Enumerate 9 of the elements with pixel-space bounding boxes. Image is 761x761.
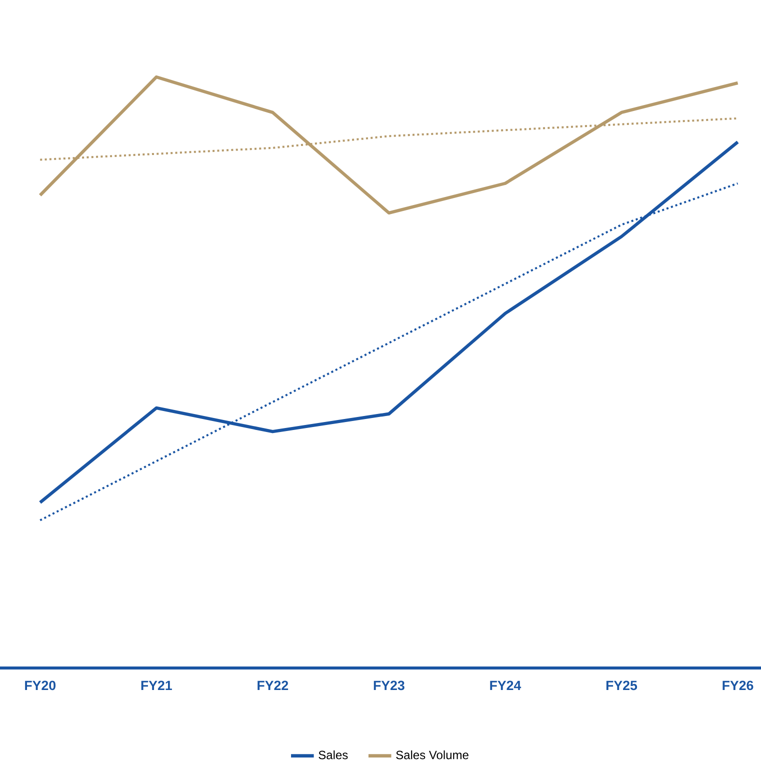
x-tick-label: FY24 bbox=[490, 680, 522, 690]
x-tick-label: FY21 bbox=[141, 680, 172, 690]
legend-label: Sales bbox=[318, 750, 348, 760]
x-tick-label: FY23 bbox=[374, 680, 404, 690]
legend-label: Sales Volume bbox=[396, 750, 468, 760]
x-tick-label: FY20 bbox=[25, 680, 56, 690]
x-tick-label: FY22 bbox=[258, 680, 288, 690]
x-tick-label: FY26 bbox=[722, 680, 754, 690]
x-tick-label: FY25 bbox=[606, 680, 638, 690]
